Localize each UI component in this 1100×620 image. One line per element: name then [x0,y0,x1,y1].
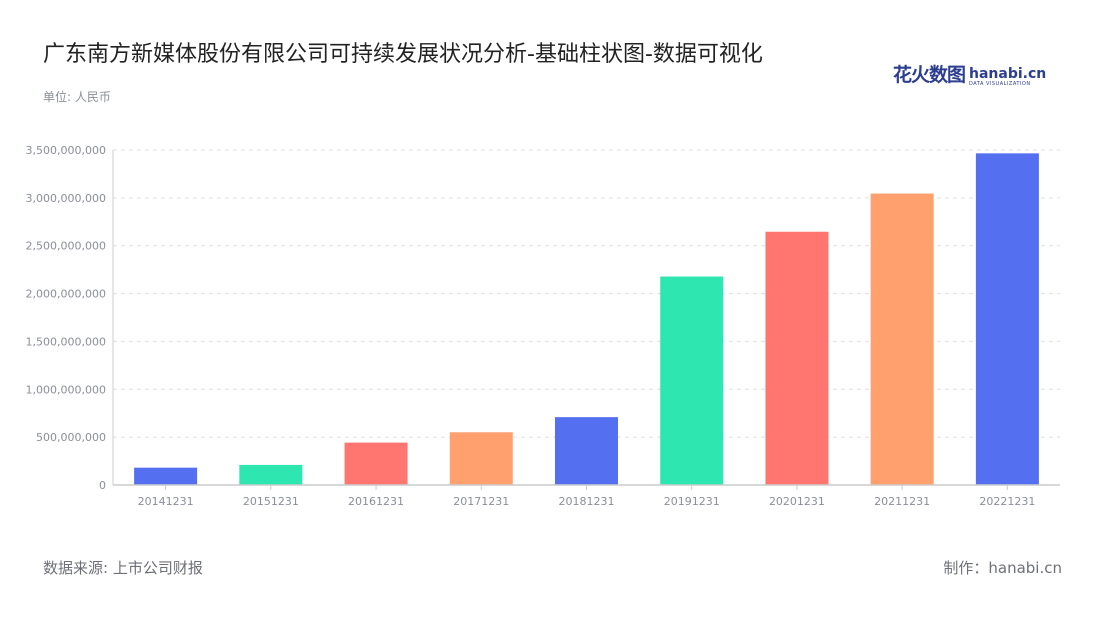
logo-tagline: DATA VISUALIZATION [969,81,1031,87]
bar [870,193,934,486]
y-tick-label: 2,500,000,000 [26,240,106,253]
bar [555,417,618,485]
brand-logo: 花火数图 hanabi.cn DATA VISUALIZATION [893,60,1046,87]
x-tick-label: 20181231 [559,495,615,508]
x-tick-label: 20161231 [348,495,404,508]
x-tick-label: 20201231 [769,495,825,508]
x-tick-label: 20221231 [979,495,1035,508]
maker-credit: 制作：hanabi.cn [943,559,1062,577]
bar [134,467,198,485]
bar [660,276,724,485]
bar [344,442,408,485]
x-tick-label: 20191231 [664,495,720,508]
bar [975,153,1039,485]
unit-label: 单位: 人民币 [43,90,111,104]
x-tick-label: 20211231 [874,495,930,508]
logo-cn: 花火数图 [893,64,966,86]
y-tick-label: 2,000,000,000 [26,288,106,301]
x-tick-label: 20171231 [453,495,509,508]
bar [765,231,829,485]
data-source: 数据来源: 上市公司财报 [43,559,203,577]
y-tick-label: 1,500,000,000 [26,335,106,348]
x-tick-label: 20151231 [243,495,299,508]
bar [239,464,303,485]
y-tick-label: 3,500,000,000 [26,144,106,157]
logo-en-block: hanabi.cn DATA VISUALIZATION [969,67,1046,87]
logo-en: hanabi.cn [969,66,1047,82]
y-tick-label: 0 [99,479,106,492]
bar [449,432,513,485]
y-tick-label: 500,000,000 [36,431,106,444]
x-tick-label: 20141231 [138,495,194,508]
y-tick-label: 3,000,000,000 [26,192,106,205]
chart-title: 广东南方新媒体股份有限公司可持续发展状况分析-基础柱状图-数据可视化 [43,42,763,67]
y-tick-label: 1,000,000,000 [26,383,106,396]
